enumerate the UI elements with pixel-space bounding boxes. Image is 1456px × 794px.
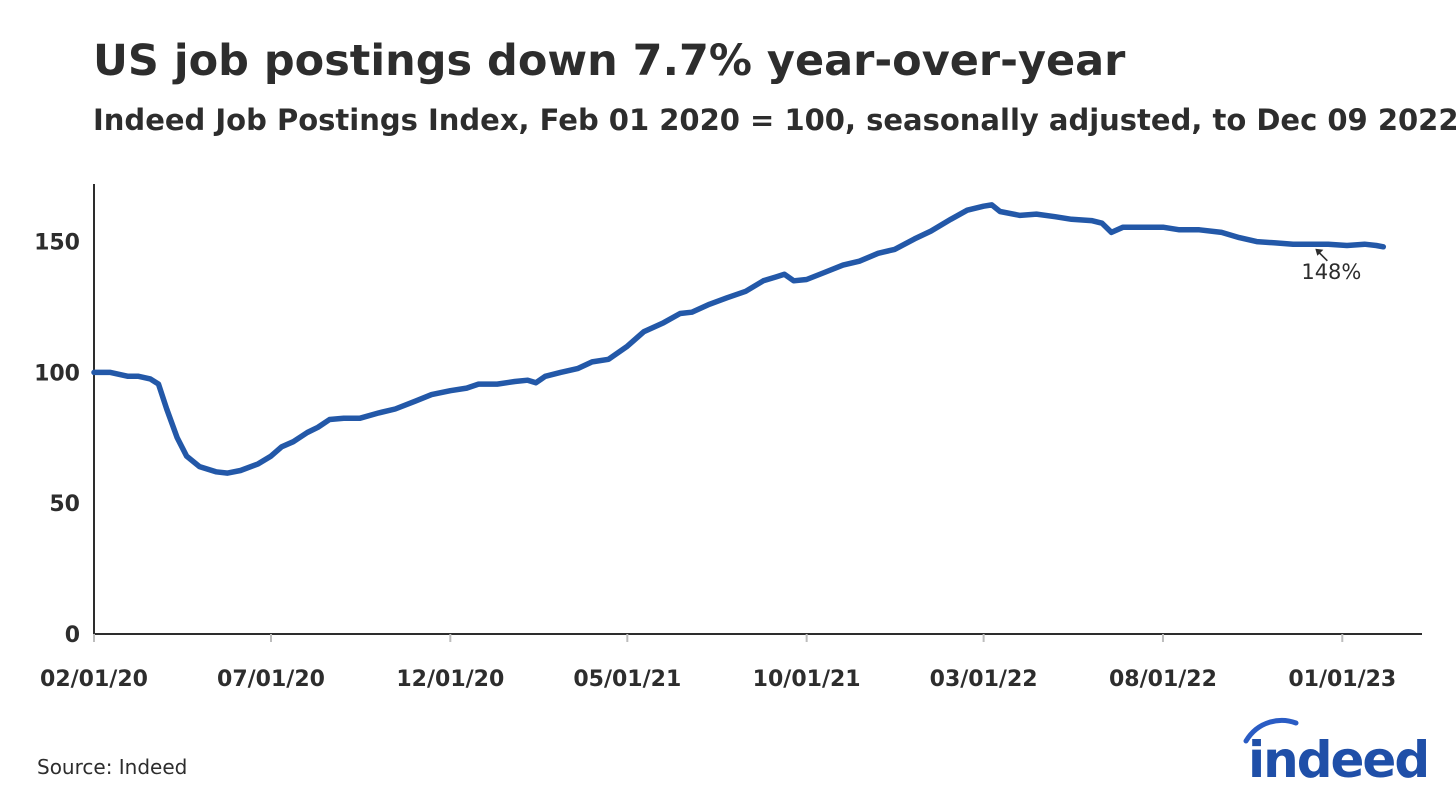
x-tick-labels: 02/01/20 07/01/20 12/01/20 05/01/21 10/01/21… — [40, 667, 1396, 692]
x-tick-label: 03/01/22 — [930, 667, 1038, 692]
y-tick-label: 150 — [34, 231, 80, 256]
x-tick-label: 01/01/23 — [1288, 667, 1396, 692]
logo-wordmark: indeed — [1248, 731, 1428, 785]
series-layer — [91, 202, 1387, 476]
x-tick-label: 02/01/20 — [40, 667, 148, 692]
chart-subtitle: Indeed Job Postings Index, Feb 01 2020 =… — [93, 103, 1456, 137]
y-tick-labels: 0 50 100 150 — [34, 231, 80, 648]
series-line-0 — [91, 202, 1387, 476]
y-tick-label: 100 — [34, 361, 80, 386]
x-tick-label: 10/01/21 — [753, 667, 861, 692]
y-tick-label: 50 — [49, 492, 80, 517]
annotation-label: 148% — [1301, 260, 1361, 284]
logo-arc — [1243, 717, 1299, 744]
chart-title: US job postings down 7.7% year-over-year — [93, 36, 1126, 86]
y-tick-label: 0 — [65, 623, 80, 648]
annotation-layer: 148% — [1301, 248, 1361, 284]
x-tick-label: 12/01/20 — [396, 667, 504, 692]
source-note: Source: Indeed — [37, 755, 188, 779]
axis-layer — [93, 184, 1422, 642]
x-tick-label: 08/01/22 — [1109, 667, 1217, 692]
x-tick-label: 07/01/20 — [217, 667, 325, 692]
indeed-logo: indeed — [1243, 717, 1430, 785]
annotation-arrowhead — [1315, 248, 1324, 256]
x-tick-label: 05/01/21 — [573, 667, 681, 692]
